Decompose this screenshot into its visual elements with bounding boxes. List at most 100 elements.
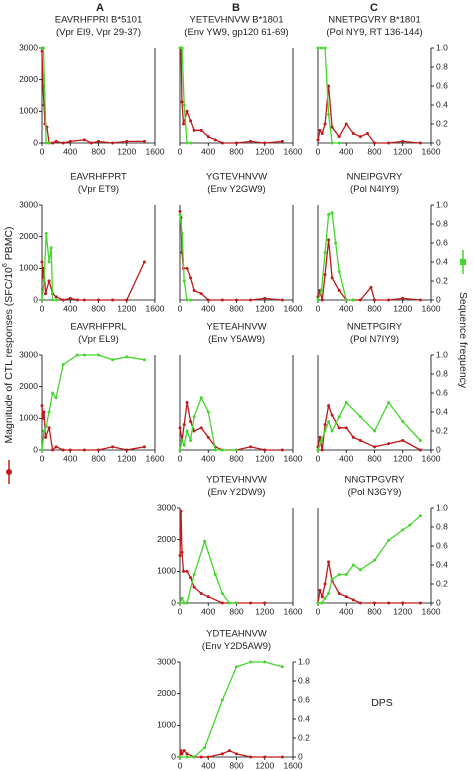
- data-point: [316, 601, 320, 605]
- x-tick-label: 1200: [255, 453, 274, 463]
- data-point: [387, 538, 391, 542]
- data-point: [263, 141, 267, 145]
- data-point: [249, 755, 253, 759]
- data-point: [180, 232, 184, 235]
- data-point: [51, 298, 55, 302]
- data-point: [47, 141, 51, 145]
- y-tick-label: 2000: [19, 381, 38, 391]
- data-point: [330, 276, 334, 280]
- data-point: [179, 509, 183, 513]
- data-point: [44, 232, 48, 235]
- series-line: [317, 403, 421, 451]
- data-point: [61, 448, 65, 452]
- data-point: [316, 298, 320, 302]
- data-point: [206, 410, 210, 414]
- data-point: [373, 601, 376, 605]
- x-tick-label: 400: [201, 453, 215, 463]
- x-tick-label: 0: [178, 303, 183, 313]
- panel-title: (Env Y5AW9): [208, 334, 265, 345]
- y2-tick-label: 0.4: [436, 406, 448, 416]
- series-line: [318, 47, 340, 144]
- x-tick-label: 0: [316, 303, 321, 313]
- data-point: [323, 596, 327, 600]
- x-tick-label: 1600: [146, 303, 165, 313]
- series-line: [180, 47, 283, 144]
- data-point: [51, 448, 55, 452]
- data-point: [249, 139, 253, 143]
- x-tick-label: 1200: [255, 303, 274, 313]
- series-line: [317, 561, 421, 604]
- series-line: [179, 402, 283, 451]
- x-tick-label: 1600: [284, 146, 303, 156]
- x-tick-label: 1600: [284, 760, 303, 770]
- data-point: [351, 298, 355, 302]
- data-point: [178, 209, 182, 213]
- y2-tick-label: 0.4: [298, 713, 310, 723]
- x-tick-label: 0: [178, 606, 183, 616]
- y2-tick-label: 1.0: [298, 656, 310, 666]
- x-tick-label: 800: [367, 606, 381, 616]
- data-point: [189, 439, 193, 442]
- data-point: [203, 746, 207, 749]
- y2-tick-label: 0.6: [436, 387, 448, 397]
- data-point: [44, 141, 48, 145]
- data-point: [235, 448, 238, 452]
- data-point: [235, 665, 238, 669]
- y2-tick-label: 0.4: [436, 559, 448, 569]
- data-point: [42, 279, 46, 283]
- data-point: [337, 573, 341, 576]
- data-point: [42, 429, 46, 433]
- x-tick-label: 400: [339, 606, 353, 616]
- data-point: [320, 289, 324, 292]
- x-tick-label: 1600: [422, 453, 441, 463]
- x-tick-label: 1200: [255, 146, 274, 156]
- data-point: [280, 139, 284, 143]
- data-point: [199, 292, 203, 296]
- panel-title: NNETPGVRY B*1801: [328, 15, 421, 26]
- y2-tick-label: 0: [298, 751, 303, 761]
- data-point: [180, 46, 184, 50]
- data-point: [182, 103, 186, 107]
- data-point: [320, 46, 324, 50]
- data-point: [327, 238, 331, 242]
- data-point: [358, 135, 362, 139]
- data-point: [97, 353, 100, 357]
- data-point: [320, 298, 324, 302]
- data-point: [327, 113, 331, 116]
- data-point: [344, 426, 348, 430]
- data-point: [327, 592, 331, 595]
- data-point: [182, 569, 186, 573]
- data-point: [330, 413, 334, 417]
- data-point: [89, 141, 93, 145]
- series-line: [317, 401, 421, 451]
- data-point: [334, 241, 338, 245]
- y-tick-label: 3000: [157, 502, 176, 512]
- data-point: [40, 49, 44, 53]
- data-point: [97, 448, 100, 452]
- x-tick-label: 1600: [422, 146, 441, 156]
- data-point: [189, 420, 193, 423]
- data-point: [178, 755, 182, 759]
- red-legend-marker: [6, 460, 12, 484]
- panel-title: (Env Y2GW9): [207, 184, 265, 195]
- data-point: [185, 429, 189, 433]
- data-point: [337, 289, 341, 292]
- y-tick-label: 1000: [19, 413, 38, 423]
- y-tick-label: 0: [33, 294, 38, 304]
- x-tick-label: 400: [201, 303, 215, 313]
- data-point: [344, 573, 348, 576]
- data-point: [44, 292, 48, 296]
- data-point: [401, 139, 405, 143]
- x-tick-label: 800: [367, 453, 381, 463]
- data-point: [337, 135, 341, 139]
- data-point: [249, 298, 253, 302]
- data-point: [142, 445, 146, 449]
- data-point: [97, 139, 100, 143]
- data-point: [185, 601, 189, 605]
- data-point: [327, 420, 331, 423]
- data-point: [142, 260, 146, 264]
- data-point: [192, 585, 196, 589]
- data-point: [142, 139, 146, 143]
- x-tick-label: 0: [178, 453, 183, 463]
- y-tick-label: 3000: [19, 349, 38, 359]
